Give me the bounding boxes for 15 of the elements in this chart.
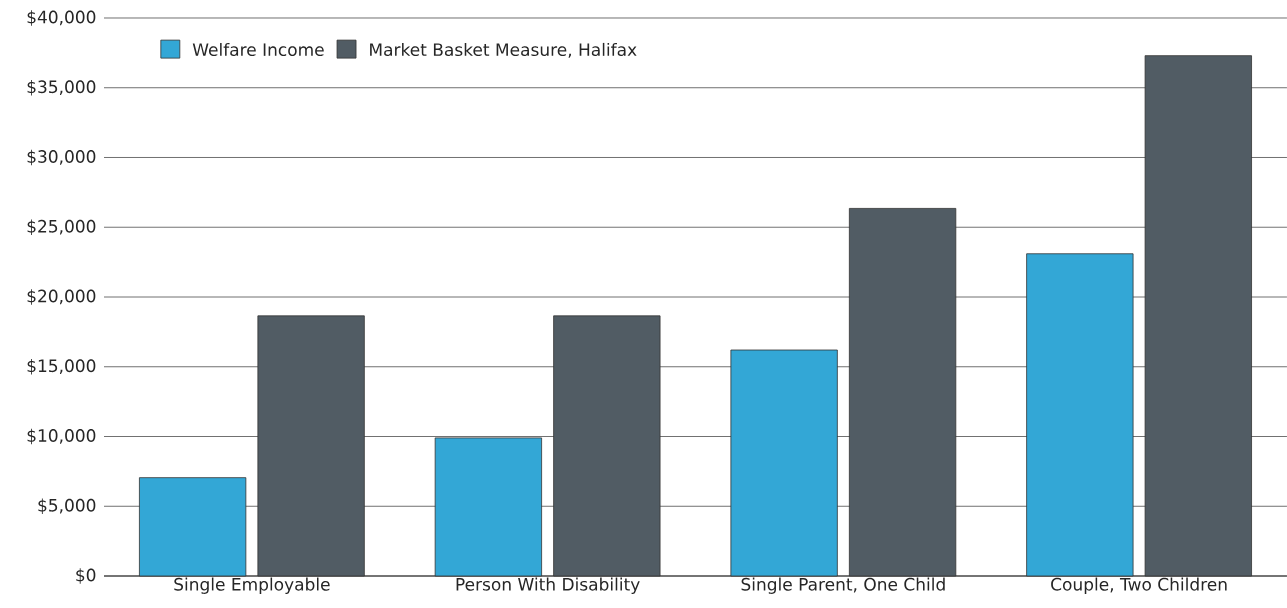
y-tick-label: $15,000 bbox=[27, 359, 96, 375]
y-tick-label: $0 bbox=[76, 568, 96, 584]
legend-label: Welfare Income bbox=[192, 42, 324, 57]
x-tick-label: Couple, Two Children bbox=[1051, 577, 1227, 594]
x-tick-label: Person With Disability bbox=[456, 577, 640, 594]
x-tick-label: Single Employable bbox=[174, 577, 330, 594]
y-tick-label: $10,000 bbox=[27, 428, 96, 445]
y-tick-label: $30,000 bbox=[27, 149, 96, 166]
y-tick-label: $40,000 bbox=[27, 10, 96, 26]
y-tick-label: $5,000 bbox=[38, 498, 96, 514]
y-tick-label: $20,000 bbox=[27, 289, 96, 305]
x-tick-label: Single Parent, One Child bbox=[741, 577, 945, 594]
y-tick-label: $35,000 bbox=[27, 80, 96, 96]
legend-label: Market Basket Measure, Halifax bbox=[370, 42, 637, 58]
y-tick-label: $25,000 bbox=[27, 219, 96, 235]
